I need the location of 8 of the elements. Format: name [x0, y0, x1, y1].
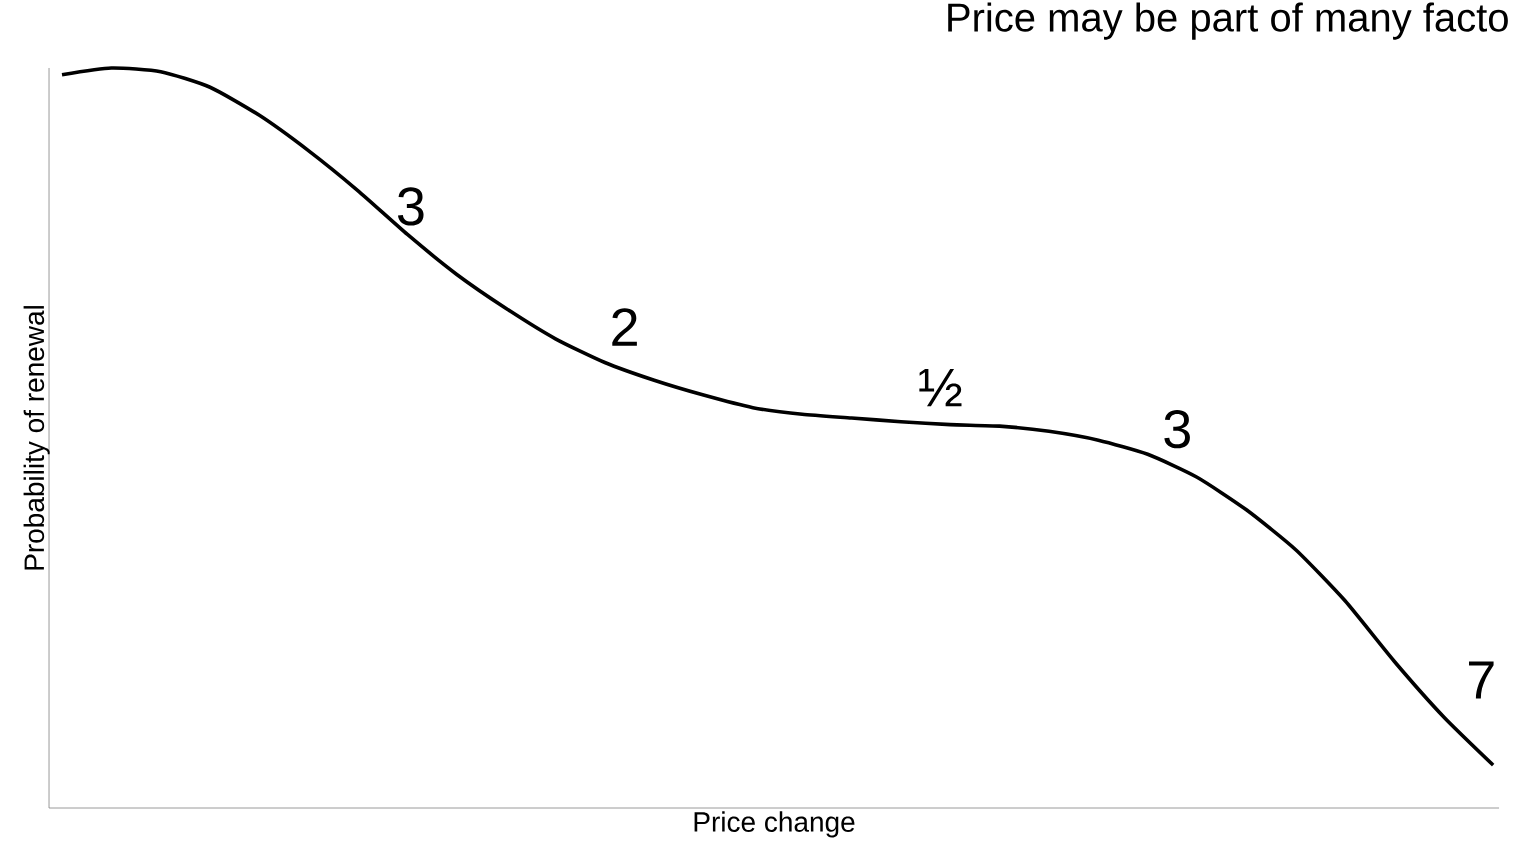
- annotation: 7: [1469, 661, 1494, 699]
- y-axis-title: Probability of renewal: [23, 306, 50, 570]
- x-axis-title: Price change: [694, 811, 855, 838]
- annotation: 3: [397, 187, 424, 226]
- chart-title: Price may be part of many facto: [948, 2, 1508, 40]
- annotation: ½: [919, 369, 962, 407]
- annotation: 2: [612, 308, 637, 346]
- annotation: 3: [1164, 410, 1190, 449]
